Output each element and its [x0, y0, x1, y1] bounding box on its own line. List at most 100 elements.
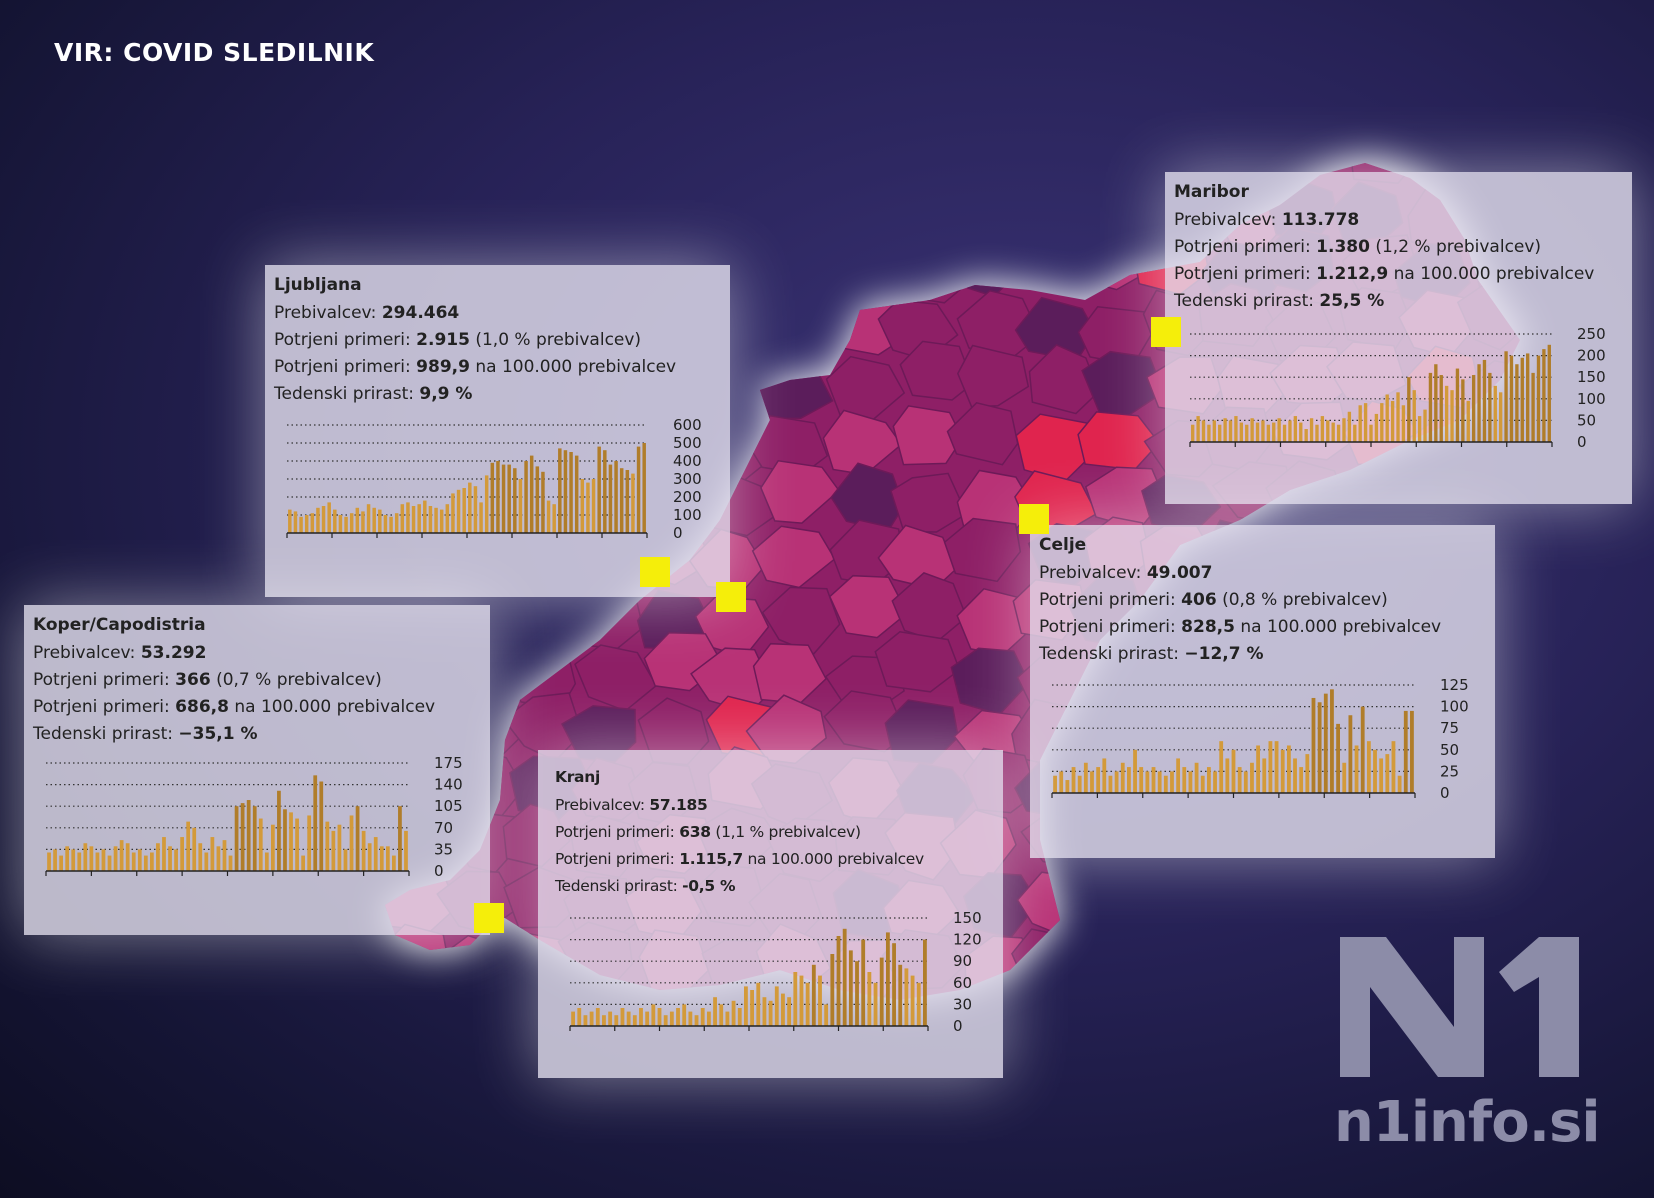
bar [277, 790, 281, 871]
bar [762, 997, 767, 1026]
map-municipality [1208, 919, 1290, 984]
bar [580, 479, 585, 533]
map-municipality [385, 163, 457, 171]
y-tick-label: 150 [1577, 368, 1606, 386]
panel-celje-population: Prebivalcev: 49.007 [1039, 563, 1213, 583]
bar [301, 855, 305, 871]
bar [1188, 771, 1193, 793]
bar [1245, 424, 1249, 442]
map-municipality [515, 178, 593, 239]
bar [1191, 424, 1195, 442]
bar [1323, 693, 1328, 793]
bar [1304, 429, 1308, 442]
bar [1286, 745, 1291, 793]
bar [1163, 775, 1168, 793]
bar [586, 482, 590, 533]
y-tick-label: 100 [673, 506, 702, 524]
panel-celje-weekly: Tedenski prirast: −12,7 % [1039, 644, 1264, 664]
bar [608, 464, 613, 533]
bar [210, 837, 215, 871]
y-tick-label: 0 [1440, 784, 1450, 802]
map-municipality [761, 586, 841, 655]
bar [316, 507, 320, 533]
map-municipality [640, 175, 718, 240]
panel-kranj-population: Prebivalcev: 57.185 [555, 796, 708, 814]
panel-kranj-name: Kranj [555, 768, 600, 786]
bar [669, 1011, 674, 1026]
bar [361, 830, 366, 871]
panel-ljubljana-population: Prebivalcev: 294.464 [274, 303, 460, 323]
bar [1428, 372, 1433, 442]
bar [1059, 771, 1064, 793]
bar [737, 1008, 742, 1026]
bar [47, 852, 51, 871]
bar [1145, 771, 1150, 793]
map-municipality [828, 574, 909, 639]
bar [793, 972, 798, 1026]
bar [719, 1004, 724, 1026]
bar [1526, 353, 1530, 442]
map-municipality [1137, 937, 1214, 1000]
bar [423, 500, 427, 533]
bar [725, 1011, 730, 1026]
bar [1488, 372, 1492, 442]
bar [1309, 418, 1314, 442]
bar [1182, 767, 1187, 793]
bar [688, 1011, 693, 1026]
panel-kranj-confirmed: Potrjeni primeri: 638 (1,1 % prebivalcev… [555, 823, 861, 841]
bar [1293, 416, 1298, 442]
bar [1493, 385, 1497, 442]
bar [501, 464, 506, 533]
bar [597, 446, 601, 533]
bar [1461, 379, 1465, 442]
bar [1336, 723, 1340, 793]
bar [392, 855, 396, 871]
y-tick-label: 250 [1577, 325, 1606, 343]
bar [569, 452, 573, 533]
bar [1358, 405, 1362, 442]
bar [700, 1008, 705, 1026]
bar [873, 982, 878, 1026]
bar [1311, 697, 1316, 793]
bar [271, 824, 275, 871]
y-tick-label: 25 [1440, 762, 1459, 780]
bar [1347, 411, 1352, 442]
y-tick-label: 0 [953, 1017, 963, 1035]
panel-maribor: Maribor Prebivalcev: 113.778 Potrjeni pr… [1165, 172, 1632, 504]
map-municipality [760, 227, 841, 292]
bar [1391, 741, 1396, 793]
map-municipality [884, 171, 956, 237]
bar [293, 511, 298, 533]
map-municipality [1143, 862, 1219, 929]
marker-koper [474, 903, 504, 933]
bar [490, 462, 495, 533]
bar [1250, 418, 1254, 442]
map-municipality [504, 163, 584, 177]
panel-celje-per100k: Potrjeni primeri: 828,5 na 100.000 prebi… [1039, 617, 1442, 637]
bar [1366, 741, 1371, 793]
bar [378, 509, 382, 533]
bar [1262, 758, 1267, 793]
y-tick-label: 175 [434, 754, 463, 772]
map-municipality [1077, 874, 1150, 942]
bar [636, 446, 641, 533]
bar [333, 509, 337, 533]
bar [799, 975, 804, 1026]
bar [113, 846, 118, 871]
panel-koper-confirmed: Potrjeni primeri: 366 (0,7 % prebivalcev… [33, 670, 382, 690]
bar [591, 479, 596, 533]
bar [222, 840, 227, 871]
bar [394, 513, 399, 533]
bar [349, 815, 354, 871]
bar [1320, 416, 1325, 442]
bar [1231, 749, 1236, 793]
bar [383, 515, 388, 533]
y-tick-label: 100 [1577, 390, 1606, 408]
bar [768, 1000, 773, 1026]
bar [639, 1008, 643, 1026]
y-tick-label: 300 [673, 470, 702, 488]
bar [1213, 771, 1217, 793]
bar [1256, 745, 1261, 793]
bar [898, 964, 903, 1026]
